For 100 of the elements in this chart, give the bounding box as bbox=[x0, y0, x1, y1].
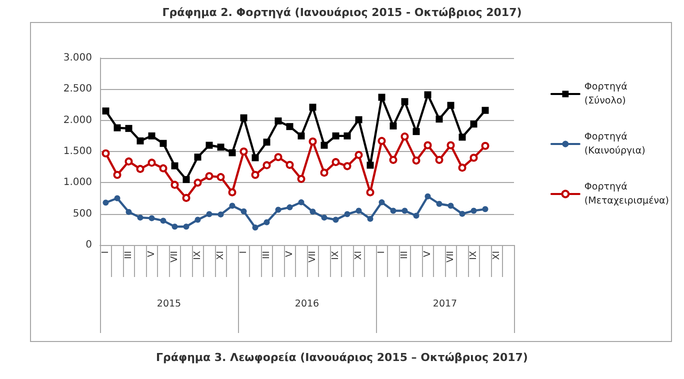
point bbox=[263, 138, 270, 146]
point bbox=[171, 162, 178, 170]
x-tick-label: VII bbox=[308, 251, 318, 262]
point bbox=[172, 224, 178, 230]
point bbox=[148, 132, 156, 140]
point bbox=[401, 98, 408, 106]
x-tick-label: VII bbox=[446, 251, 456, 262]
point bbox=[298, 132, 305, 140]
point bbox=[436, 200, 442, 207]
legend-label: Φορτηγά (Καινούργια) bbox=[584, 132, 646, 156]
point bbox=[228, 149, 236, 156]
point bbox=[435, 156, 444, 164]
point bbox=[286, 123, 294, 130]
point bbox=[308, 138, 317, 146]
x-tick-label: V bbox=[422, 250, 433, 258]
point bbox=[124, 157, 133, 166]
y-tick-label: 2.000 bbox=[63, 114, 92, 126]
point bbox=[436, 116, 443, 123]
point bbox=[424, 193, 431, 200]
point bbox=[320, 168, 328, 177]
point bbox=[240, 148, 248, 156]
x-tick-label: IX bbox=[330, 251, 341, 260]
point bbox=[344, 211, 350, 218]
point bbox=[170, 180, 179, 189]
point bbox=[412, 156, 420, 165]
point bbox=[390, 208, 396, 214]
point bbox=[470, 154, 478, 162]
x-tick-label: I bbox=[100, 251, 111, 254]
chart-title: Γράφημα 2. Φορτηγά (Ιανουάριος 2015 - Οκτώβριος 2017) bbox=[162, 6, 522, 19]
point bbox=[251, 170, 260, 179]
point bbox=[343, 162, 352, 170]
point bbox=[274, 117, 282, 124]
point bbox=[366, 162, 374, 169]
point bbox=[378, 94, 386, 101]
legend-label: Φορτηγά (Μεταχειρισμένα) bbox=[584, 182, 669, 206]
point bbox=[148, 158, 156, 167]
x-tick-label: I bbox=[376, 251, 387, 254]
point bbox=[298, 199, 304, 206]
point bbox=[182, 176, 190, 184]
point bbox=[470, 120, 478, 128]
point bbox=[126, 208, 132, 215]
point bbox=[262, 161, 271, 170]
x-tick-label: V bbox=[284, 250, 295, 258]
point bbox=[482, 106, 489, 114]
point bbox=[482, 206, 488, 212]
point bbox=[194, 154, 202, 161]
point bbox=[205, 172, 214, 180]
point bbox=[218, 211, 224, 218]
point bbox=[136, 164, 144, 173]
point bbox=[102, 149, 110, 158]
point bbox=[114, 195, 120, 202]
point bbox=[148, 215, 155, 222]
point bbox=[182, 194, 190, 202]
point bbox=[458, 164, 466, 172]
point bbox=[481, 142, 490, 150]
point bbox=[458, 134, 466, 141]
point bbox=[448, 202, 454, 209]
x-tick-label: XI bbox=[216, 251, 226, 260]
point bbox=[160, 140, 167, 147]
point bbox=[137, 214, 144, 221]
point bbox=[470, 208, 477, 214]
point bbox=[216, 173, 225, 182]
point bbox=[446, 141, 455, 150]
text: Γράφημα 3. Λεωφορεία (Ιανουάριος 2015 – Οκτώβριος 2017) bbox=[156, 351, 528, 364]
point bbox=[274, 153, 282, 162]
text: 2017 bbox=[432, 298, 458, 310]
point bbox=[136, 137, 144, 144]
point bbox=[286, 204, 293, 210]
point bbox=[229, 202, 236, 209]
point bbox=[114, 124, 121, 132]
point bbox=[297, 174, 306, 183]
point bbox=[378, 136, 386, 145]
point bbox=[264, 219, 270, 226]
point bbox=[102, 200, 109, 206]
y-tick-label: 0 bbox=[86, 240, 92, 250]
x-tick-label: V bbox=[146, 250, 157, 258]
point bbox=[402, 208, 408, 214]
point bbox=[424, 141, 432, 150]
point bbox=[367, 216, 374, 222]
point bbox=[320, 142, 328, 149]
point bbox=[252, 154, 259, 162]
point bbox=[332, 132, 340, 140]
point bbox=[389, 156, 398, 164]
point bbox=[459, 210, 466, 217]
x-tick-label: III bbox=[124, 251, 134, 259]
point bbox=[217, 144, 224, 151]
text: 2016 bbox=[294, 298, 320, 310]
point bbox=[310, 208, 316, 215]
point bbox=[332, 216, 339, 223]
point bbox=[447, 102, 454, 109]
y-tick-label: 3.000 bbox=[63, 52, 92, 64]
x-tick-label: III bbox=[400, 251, 410, 259]
point bbox=[228, 188, 236, 196]
point bbox=[183, 224, 190, 230]
point bbox=[275, 206, 282, 213]
point bbox=[390, 122, 397, 130]
point bbox=[240, 208, 247, 214]
point bbox=[252, 224, 258, 231]
point bbox=[424, 91, 432, 98]
text: 2015 bbox=[156, 298, 182, 310]
